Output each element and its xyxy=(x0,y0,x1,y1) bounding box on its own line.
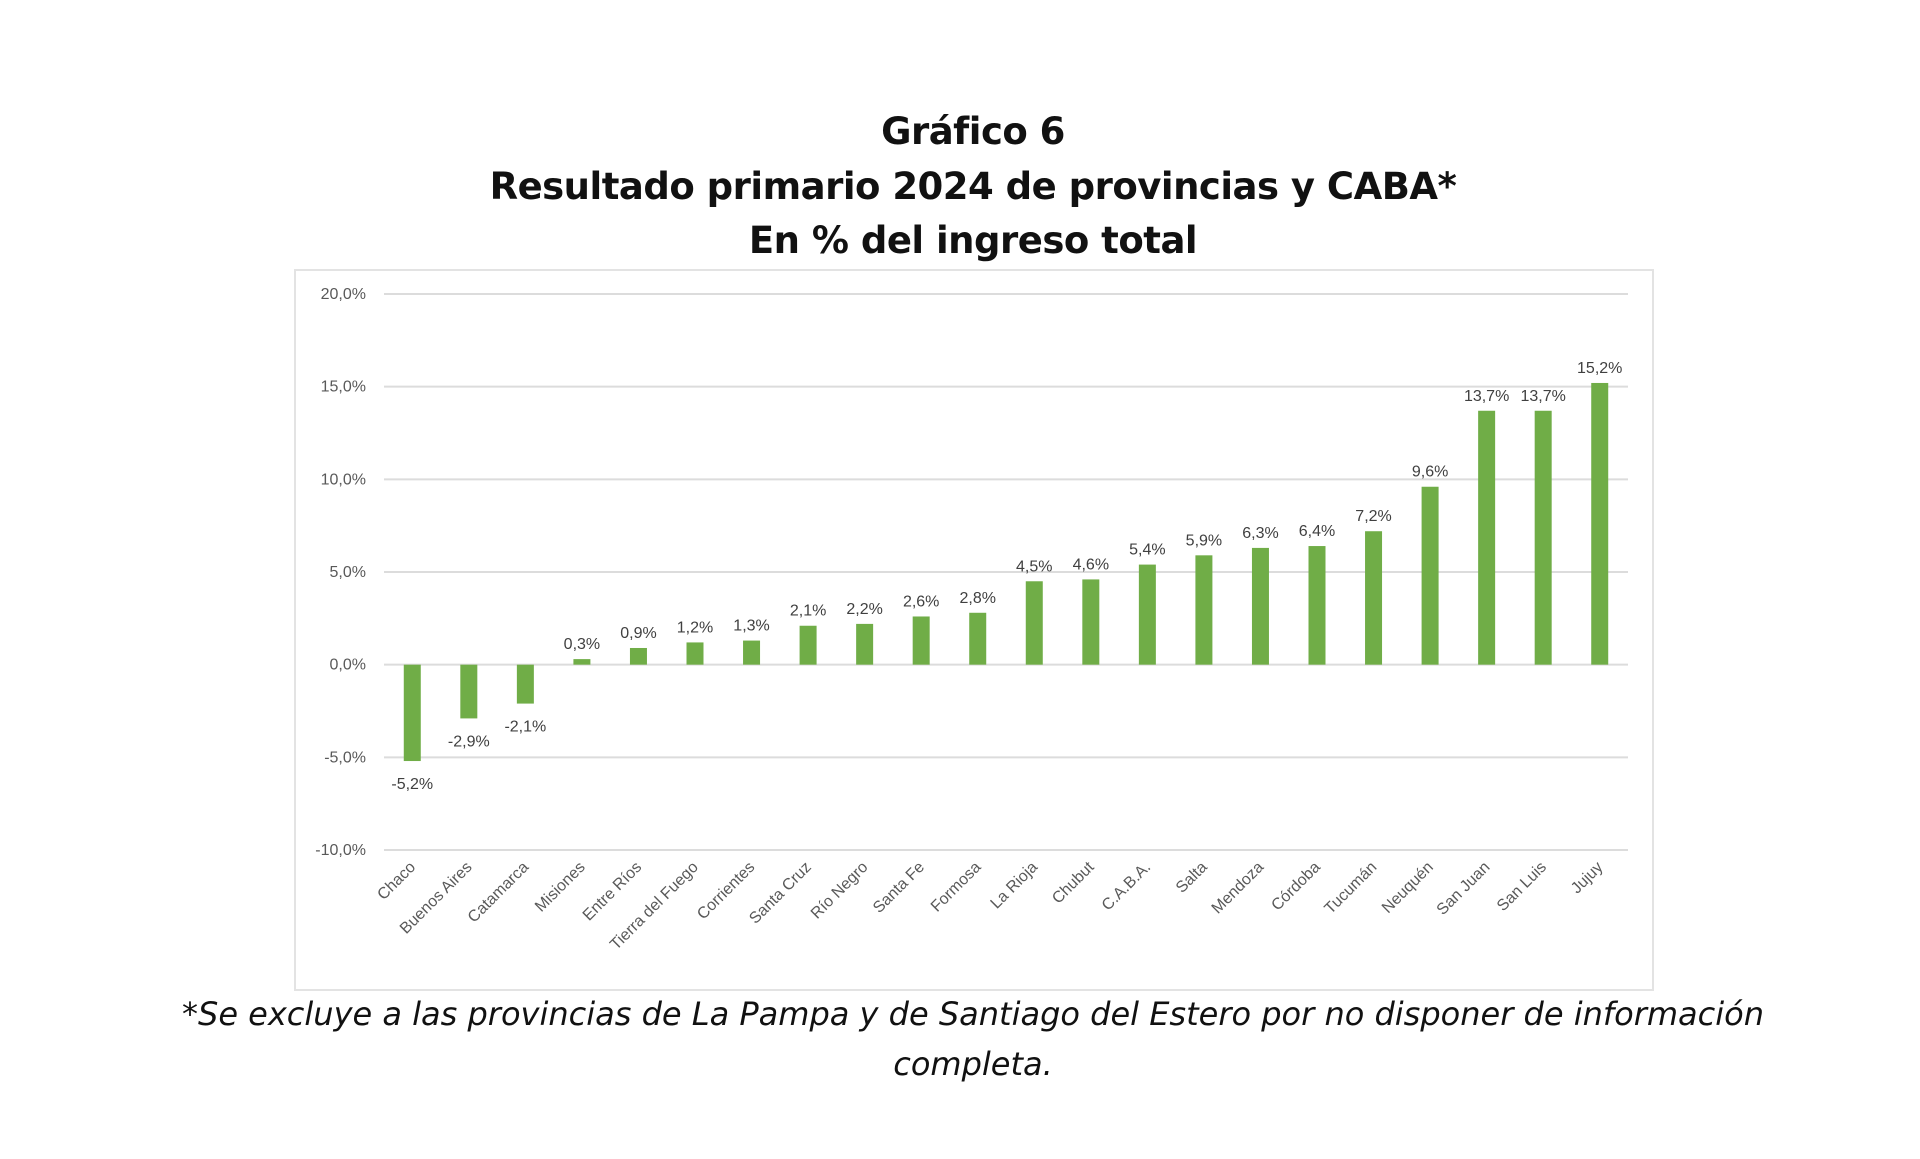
data-label: -5,2% xyxy=(391,776,433,793)
data-label: 13,7% xyxy=(1464,388,1509,405)
bar xyxy=(1365,531,1383,665)
bar xyxy=(1421,486,1439,665)
x-tick-label: Río Negro xyxy=(808,859,872,923)
bar xyxy=(1025,581,1043,665)
bar xyxy=(686,642,704,665)
y-tick-label: -5,0% xyxy=(324,749,366,766)
bar xyxy=(1478,410,1496,665)
bar xyxy=(1591,382,1609,665)
y-tick-label: 20,0% xyxy=(321,286,366,303)
data-label: 2,1% xyxy=(790,603,826,620)
x-tick-label: C.A.B.A. xyxy=(1099,859,1154,914)
data-label: 4,6% xyxy=(1073,556,1109,573)
data-label: 0,9% xyxy=(620,625,656,642)
data-label: 5,9% xyxy=(1186,532,1222,549)
data-label: 1,3% xyxy=(733,618,769,635)
bar xyxy=(1138,564,1156,665)
x-tick-label: La Rioja xyxy=(988,859,1042,913)
footnote-continued: completa. xyxy=(893,1045,1053,1083)
x-tick-label: Chaco xyxy=(374,859,419,904)
x-tick-label: Córdoba xyxy=(1268,859,1323,914)
bar xyxy=(1195,555,1213,665)
bar xyxy=(629,647,647,665)
data-label: 7,2% xyxy=(1355,508,1391,525)
x-tick-label: Salta xyxy=(1173,859,1211,897)
data-label: 15,2% xyxy=(1577,360,1622,377)
bar xyxy=(799,625,817,665)
bar xyxy=(516,664,534,704)
bar xyxy=(1308,546,1326,665)
x-tick-label: Chubut xyxy=(1049,858,1098,907)
y-tick-label: 15,0% xyxy=(321,379,366,396)
x-tick-label: Misiones xyxy=(532,859,589,916)
bar xyxy=(743,640,761,665)
x-tick-label: Tucumán xyxy=(1322,859,1381,918)
chart-frame xyxy=(294,269,1654,991)
y-tick-label: 10,0% xyxy=(321,471,366,488)
data-label: 9,6% xyxy=(1412,464,1448,481)
chart-subtitle-units: En % del ingreso total xyxy=(748,219,1198,262)
y-tick-label: 0,0% xyxy=(330,657,366,674)
data-label: 1,2% xyxy=(677,619,713,636)
bar xyxy=(1534,410,1552,665)
bar xyxy=(969,612,987,665)
data-label: 6,3% xyxy=(1242,525,1278,542)
y-tick-label: 5,0% xyxy=(330,564,366,581)
bar xyxy=(1251,547,1269,665)
bar xyxy=(573,659,591,665)
x-tick-label: San Juan xyxy=(1434,859,1494,919)
data-label: 13,7% xyxy=(1520,388,1565,405)
x-tick-label: San Luis xyxy=(1494,859,1550,915)
data-label: 0,3% xyxy=(564,636,600,653)
x-tick-label: Neuquén xyxy=(1379,859,1437,917)
data-label: 4,5% xyxy=(1016,558,1052,575)
bar xyxy=(403,664,421,762)
data-label: -2,1% xyxy=(504,719,546,736)
x-tick-label: Catamarca xyxy=(465,859,532,926)
x-tick-label: Santa Fe xyxy=(870,859,928,917)
bar xyxy=(856,623,874,665)
x-tick-label: Mendoza xyxy=(1209,859,1268,918)
bar xyxy=(460,664,478,719)
data-label: 2,8% xyxy=(959,590,995,607)
data-label: 5,4% xyxy=(1129,542,1165,559)
chart-title: Gráfico 6 xyxy=(881,110,1065,153)
data-label: -2,9% xyxy=(448,733,490,750)
bar xyxy=(1082,579,1100,665)
footnote: *Se excluye a las provincias de La Pampa… xyxy=(182,995,1764,1033)
data-label: 2,2% xyxy=(846,601,882,618)
data-label: 2,6% xyxy=(903,593,939,610)
data-label: 6,4% xyxy=(1299,523,1335,540)
bar xyxy=(912,616,930,665)
x-tick-label: Formosa xyxy=(928,859,985,916)
x-tick-label: Jujuy xyxy=(1568,859,1606,897)
chart-subtitle: Resultado primario 2024 de provincias y … xyxy=(489,165,1457,208)
y-tick-label: -10,0% xyxy=(315,842,366,859)
